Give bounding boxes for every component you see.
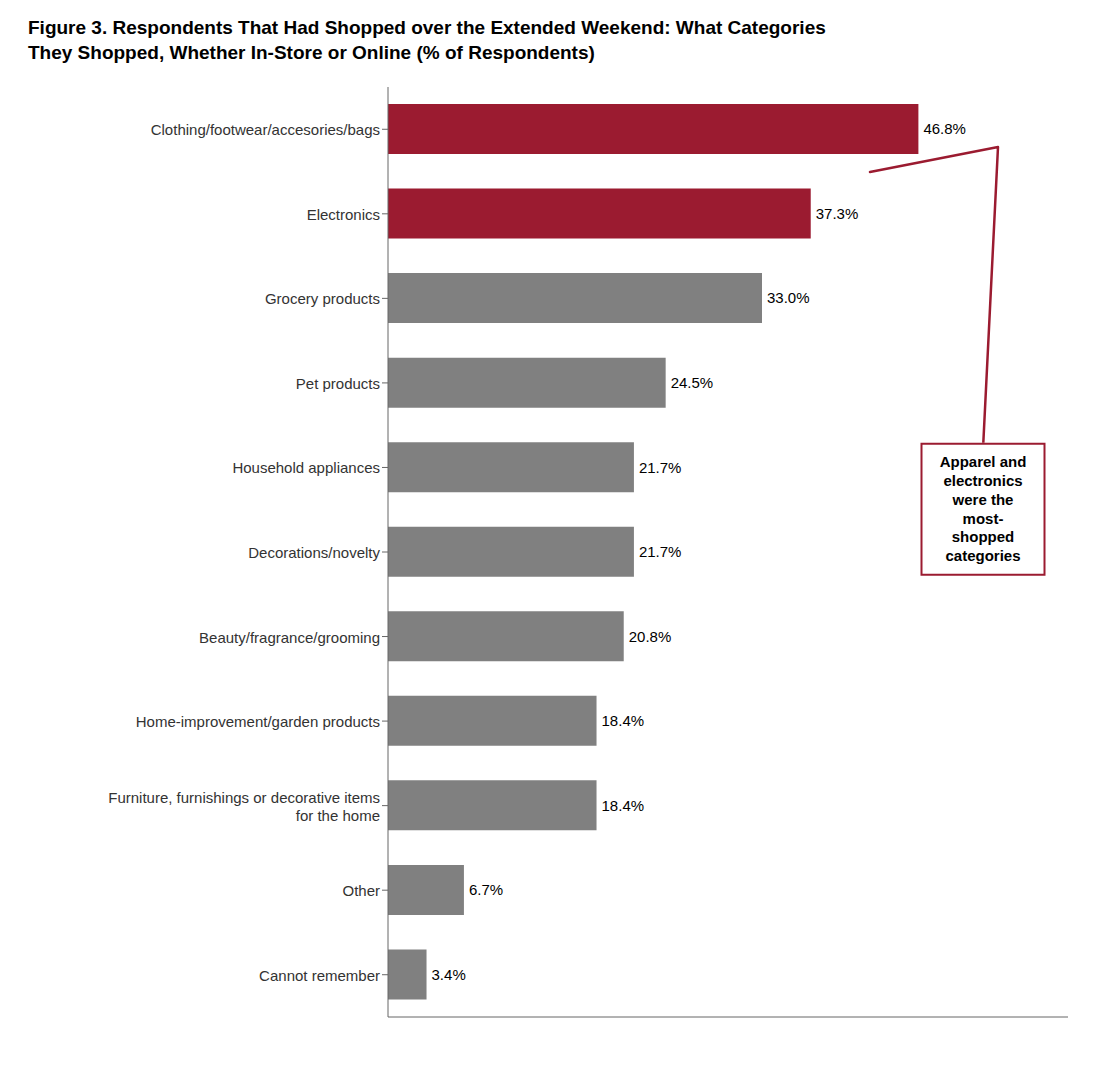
- svg-text:Clothing/footwear/accesories/b: Clothing/footwear/accesories/bags: [151, 121, 380, 138]
- svg-text:Other: Other: [342, 882, 380, 899]
- svg-text:Decorations/novelty: Decorations/novelty: [248, 544, 380, 561]
- svg-text:Home-improvement/garden produc: Home-improvement/garden products: [136, 713, 380, 730]
- svg-text:18.4%: 18.4%: [602, 713, 645, 730]
- svg-text:18.4%: 18.4%: [602, 797, 645, 814]
- svg-text:3.4%: 3.4%: [432, 966, 466, 983]
- svg-text:Beauty/fragrance/grooming: Beauty/fragrance/grooming: [199, 628, 380, 645]
- svg-text:20.8%: 20.8%: [629, 628, 672, 645]
- svg-text:Electronics: Electronics: [307, 206, 380, 223]
- svg-text:6.7%: 6.7%: [469, 882, 503, 899]
- svg-text:33.0%: 33.0%: [767, 290, 810, 307]
- svg-text:Household appliances: Household appliances: [232, 459, 380, 476]
- svg-text:24.5%: 24.5%: [671, 374, 714, 391]
- svg-text:Grocery products: Grocery products: [265, 290, 380, 307]
- svg-text:Pet products: Pet products: [296, 375, 380, 392]
- svg-text:46.8%: 46.8%: [923, 121, 966, 138]
- svg-text:21.7%: 21.7%: [639, 543, 682, 560]
- html-text:Apparel and electronics were t: Apparel and electronics were the most-sh…: [939, 453, 1027, 564]
- svg-text:Cannot remember: Cannot remember: [259, 967, 380, 984]
- svg-text:Furniture, furnishings or deco: Furniture, furnishings or decorative ite…: [108, 789, 380, 824]
- svg-text:37.3%: 37.3%: [816, 205, 859, 222]
- html-text:Figure 3. Respondents That Had: Figure 3. Respondents That Had Shopped o…: [28, 17, 826, 63]
- svg-text:21.7%: 21.7%: [639, 459, 682, 476]
